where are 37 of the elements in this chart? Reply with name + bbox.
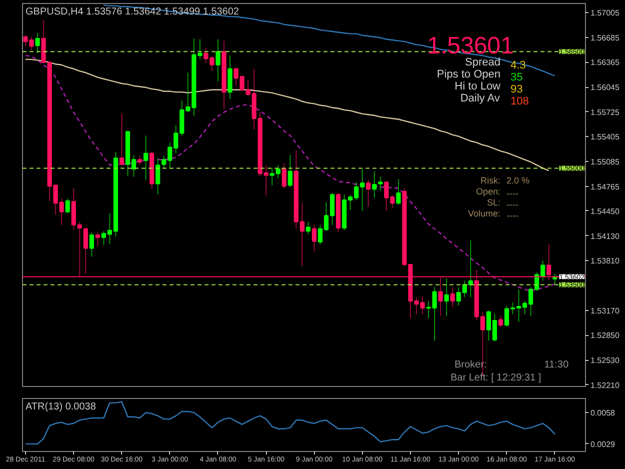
annotation: 93 bbox=[510, 84, 523, 96]
line-series bbox=[24, 401, 556, 445]
y-tick-label: 1.55725 bbox=[590, 108, 620, 117]
annotation: 2.0 % bbox=[506, 176, 530, 186]
annotation: Pips to Open bbox=[436, 68, 500, 80]
y-tick-label: 1.52530 bbox=[590, 356, 620, 366]
y-tick-label: 1.53810 bbox=[590, 256, 620, 266]
y-tick-label: 1.54130 bbox=[590, 232, 620, 241]
y-tick-label: 1.56685 bbox=[590, 33, 620, 42]
annotation: 35 bbox=[510, 72, 523, 84]
y-tick-label: 1.55085 bbox=[590, 158, 620, 167]
annotation: Spread bbox=[465, 56, 501, 68]
chart-title: ATR(13) 0.0038 bbox=[26, 402, 96, 412]
annotation: Open: bbox=[476, 186, 501, 196]
y-tick-label: 1.52850 bbox=[590, 331, 620, 340]
line-series bbox=[24, 58, 550, 172]
y-tick-label: 1.52210 bbox=[590, 380, 620, 390]
annotation: Hi to Low bbox=[454, 80, 501, 92]
annotation: Daily Av bbox=[460, 92, 500, 104]
y-tick-label: 1.57005 bbox=[590, 8, 620, 18]
annotation: ---- bbox=[506, 200, 518, 210]
annotation: Volume: bbox=[468, 208, 501, 218]
annotation: ---- bbox=[506, 210, 518, 220]
y-tick-label: 0.0058 bbox=[590, 408, 616, 418]
annotation: SL: bbox=[486, 198, 501, 208]
annotation: Bar Left: [ 12:29:31 ] bbox=[450, 372, 542, 384]
y-tick-label: 1.54765 bbox=[590, 182, 620, 192]
annotation: 11:30 bbox=[544, 360, 569, 370]
y-tick-label: 1.54450 bbox=[590, 206, 620, 216]
y-tick-label: 1.55405 bbox=[590, 132, 620, 142]
y-tick-label: 1.56365 bbox=[590, 58, 620, 68]
annotation: 108 bbox=[510, 96, 529, 108]
annotation: Risk: bbox=[480, 176, 500, 186]
y-tick-label: 1.53170 bbox=[590, 306, 620, 316]
y-tick-label: 1.56045 bbox=[590, 83, 620, 92]
annotation: ---- bbox=[506, 188, 518, 198]
y-tick-label: 0.0029 bbox=[590, 440, 616, 449]
